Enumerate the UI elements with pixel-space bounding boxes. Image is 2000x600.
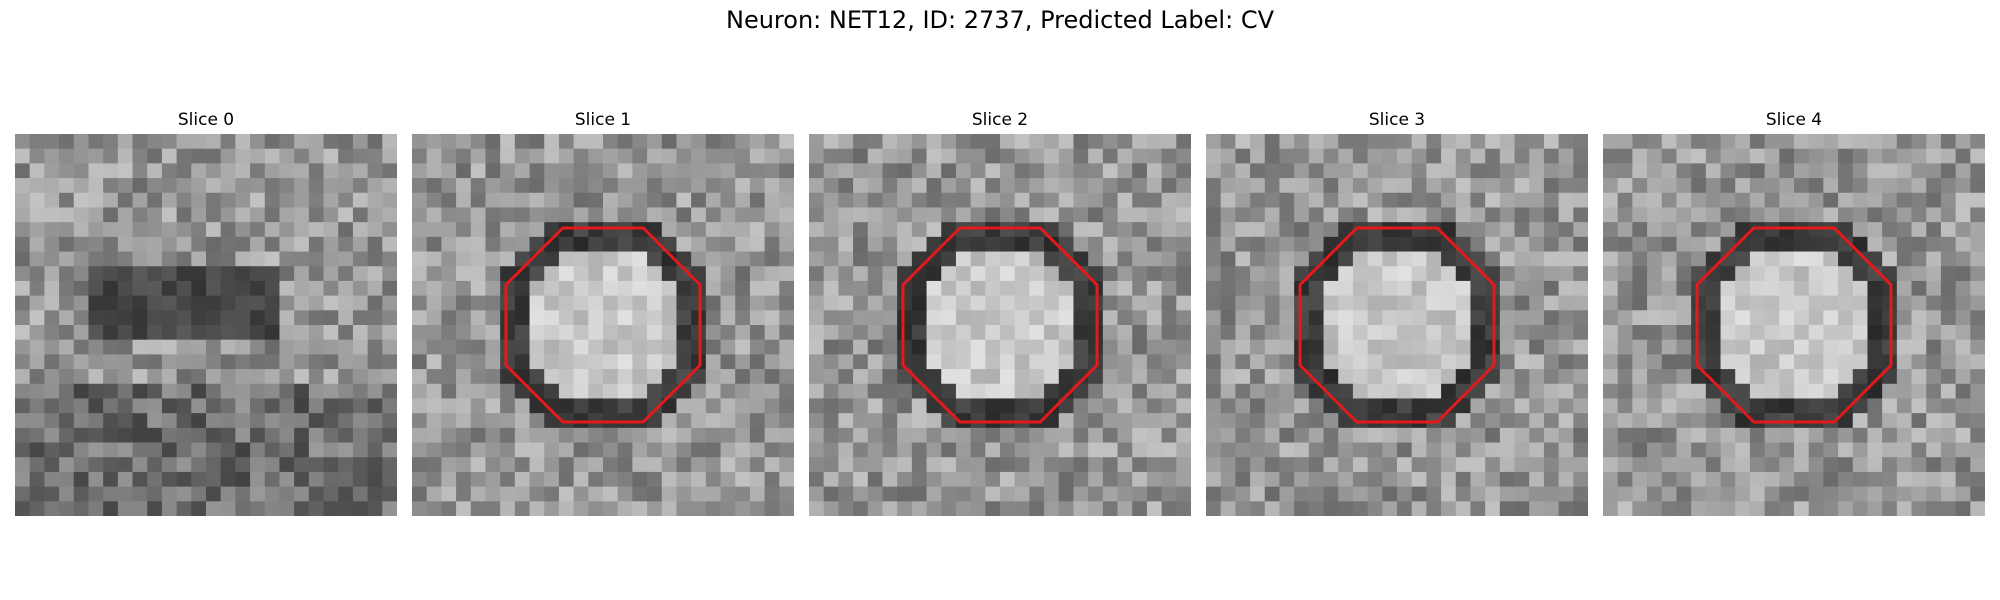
- slice-title: Slice 1: [574, 110, 632, 130]
- slice-image: [412, 134, 794, 516]
- roi-octagon: [1298, 226, 1496, 424]
- slice-image: [1603, 134, 1985, 516]
- slice-image: [15, 134, 397, 516]
- roi-octagon: [1695, 226, 1893, 424]
- roi-octagon: [901, 226, 1099, 424]
- roi-octagon: [504, 226, 702, 424]
- figure-title: Neuron: NET12, ID: 2737, Predicted Label…: [726, 6, 1274, 34]
- slice-image: [1206, 134, 1588, 516]
- slice-title: Slice 3: [1368, 110, 1426, 130]
- slice-panel-3: Slice 3: [1206, 110, 1588, 516]
- slice-title: Slice 4: [1765, 110, 1823, 130]
- slice-panel-2: Slice 2: [809, 110, 1191, 516]
- slice-image: [809, 134, 1191, 516]
- slice-title: Slice 2: [971, 110, 1029, 130]
- slice-panel-4: Slice 4: [1603, 110, 1985, 516]
- slice-title: Slice 0: [177, 110, 235, 130]
- slice-panel-0: Slice 0: [15, 110, 397, 516]
- slice-panel-1: Slice 1: [412, 110, 794, 516]
